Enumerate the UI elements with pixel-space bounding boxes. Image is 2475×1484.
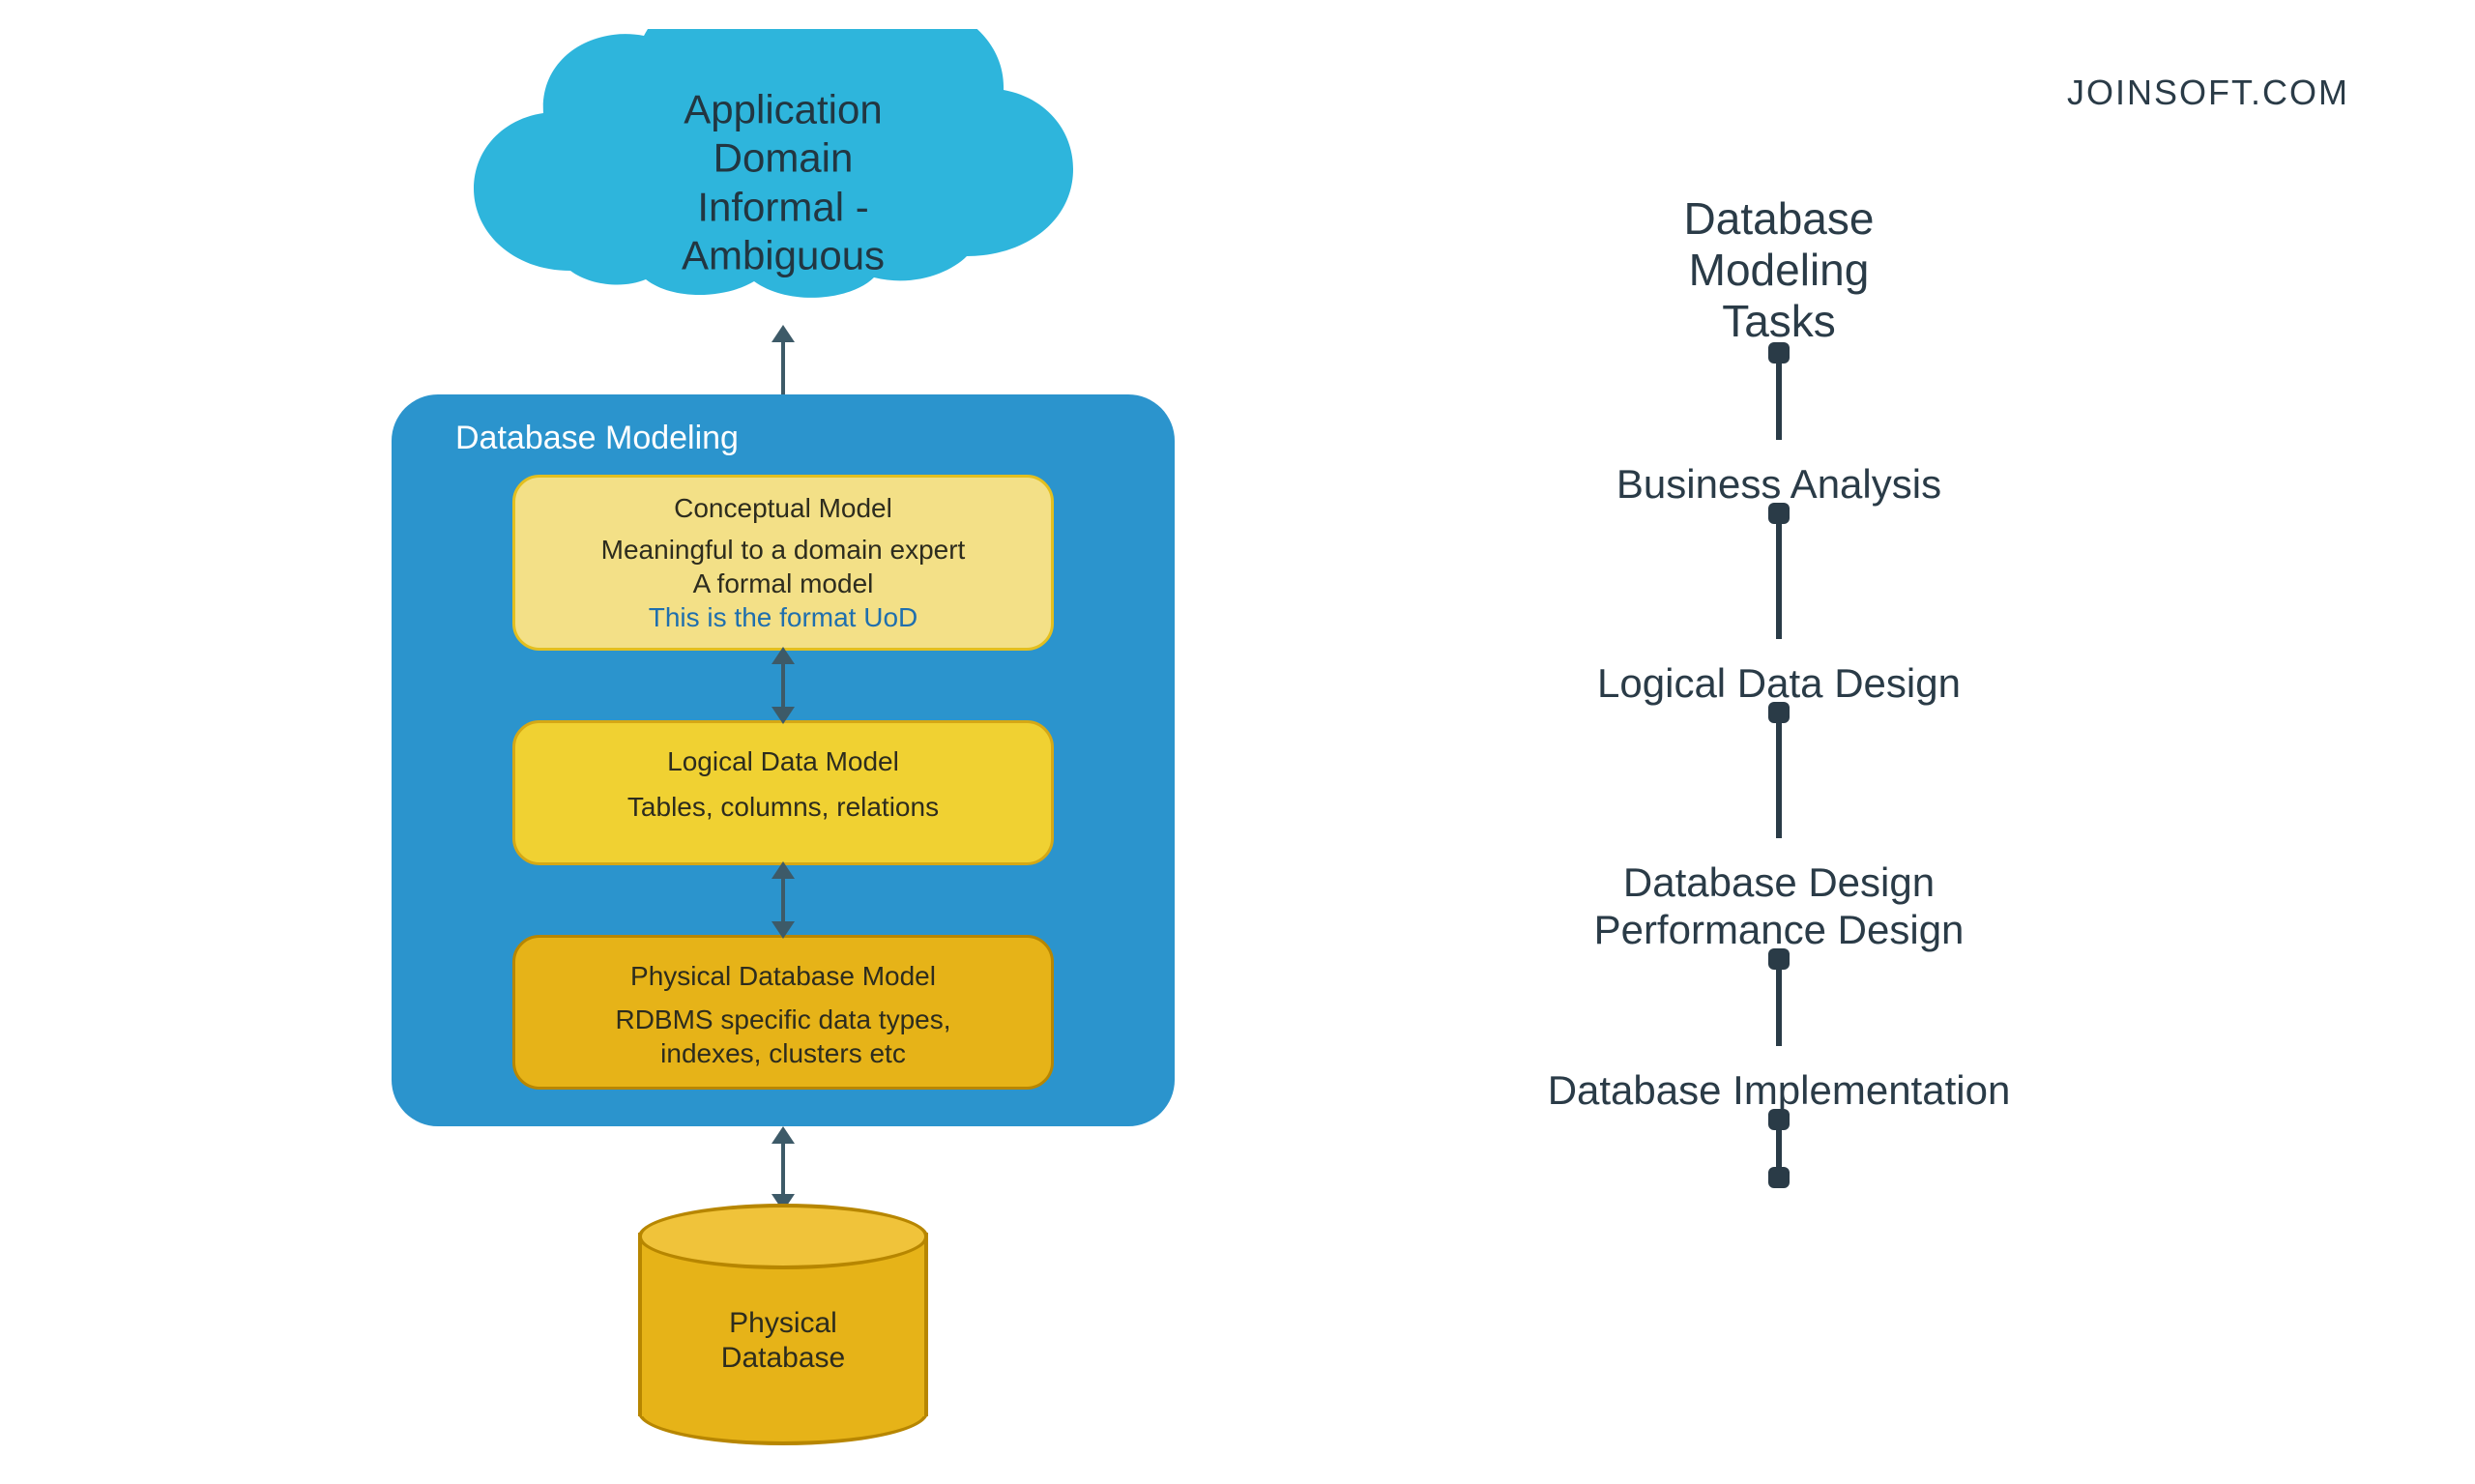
timeline-segment-1: [1776, 513, 1782, 639]
timeline-segment-0: [1776, 353, 1782, 440]
tl-h1: Modeling: [1689, 245, 1870, 295]
block-conceptual: Conceptual Model Meaningful to a domain …: [512, 475, 1054, 651]
cylinder-line1: Physical: [729, 1307, 837, 1339]
block-conceptual-l1: Meaningful to a domain expert: [535, 533, 1032, 567]
timeline-item-1: Logical Data Design: [1431, 660, 2127, 707]
tl-i2l1: Performance Design: [1594, 907, 1965, 952]
modeling-container: Database Modeling Conceptual Model Meani…: [392, 394, 1175, 1126]
timeline-item-3: Database Implementation: [1431, 1067, 2127, 1114]
block-physical-l2: indexes, clusters etc: [535, 1036, 1032, 1070]
block-conceptual-title: Conceptual Model: [535, 491, 1032, 525]
block-logical-l1: Tables, columns, relations: [535, 790, 1032, 824]
cloud-line1: Application Domain: [684, 86, 882, 180]
block-physical-l1: RDBMS specific data types,: [535, 1003, 1032, 1036]
tl-i2l0: Database Design: [1623, 859, 1935, 905]
arrow-container-to-cylinder: [781, 1140, 785, 1198]
block-physical-title: Physical Database Model: [535, 959, 1032, 993]
block-logical-title: Logical Data Model: [535, 744, 1032, 778]
cylinder-label: Physical Database: [638, 1204, 928, 1445]
tl-i3l0: Database Implementation: [1548, 1067, 2011, 1113]
timeline-heading: Database Modeling Tasks: [1431, 193, 2127, 347]
arrow-conceptual-logical: [781, 660, 785, 711]
left-flow: Application Domain Informal - Ambiguous …: [338, 29, 1228, 1445]
arrow-logical-physical: [781, 875, 785, 925]
block-physical: Physical Database Model RDBMS specific d…: [512, 935, 1054, 1090]
block-conceptual-footer: This is the format UoD: [535, 600, 1032, 634]
timeline-node-end: [1768, 1167, 1790, 1188]
timeline-item-2: Database Design Performance Design: [1431, 859, 2127, 953]
timeline-segment-3: [1776, 959, 1782, 1046]
cloud-node: Application Domain Informal - Ambiguous: [454, 29, 1112, 329]
timeline-segment-2: [1776, 713, 1782, 838]
tl-h2: Tasks: [1722, 296, 1836, 346]
watermark-text: JOINSOFT.COM: [2067, 73, 2349, 113]
tl-i1l0: Logical Data Design: [1597, 660, 1961, 706]
right-timeline: Database Modeling Tasks Business Analysi…: [1431, 193, 2127, 1178]
cylinder-node: Physical Database: [638, 1204, 928, 1445]
container-title: Database Modeling: [455, 420, 1117, 457]
cylinder-line2: Database: [721, 1342, 845, 1374]
block-conceptual-l2: A formal model: [535, 567, 1032, 600]
cloud-line2: Informal - Ambiguous: [682, 184, 885, 277]
timeline-item-0: Business Analysis: [1431, 461, 2127, 508]
tl-i0l0: Business Analysis: [1616, 461, 1941, 507]
block-logical: Logical Data Model Tables, columns, rela…: [512, 720, 1054, 865]
tl-h0: Database: [1684, 193, 1875, 244]
cloud-label: Application Domain Informal - Ambiguous: [619, 85, 947, 280]
